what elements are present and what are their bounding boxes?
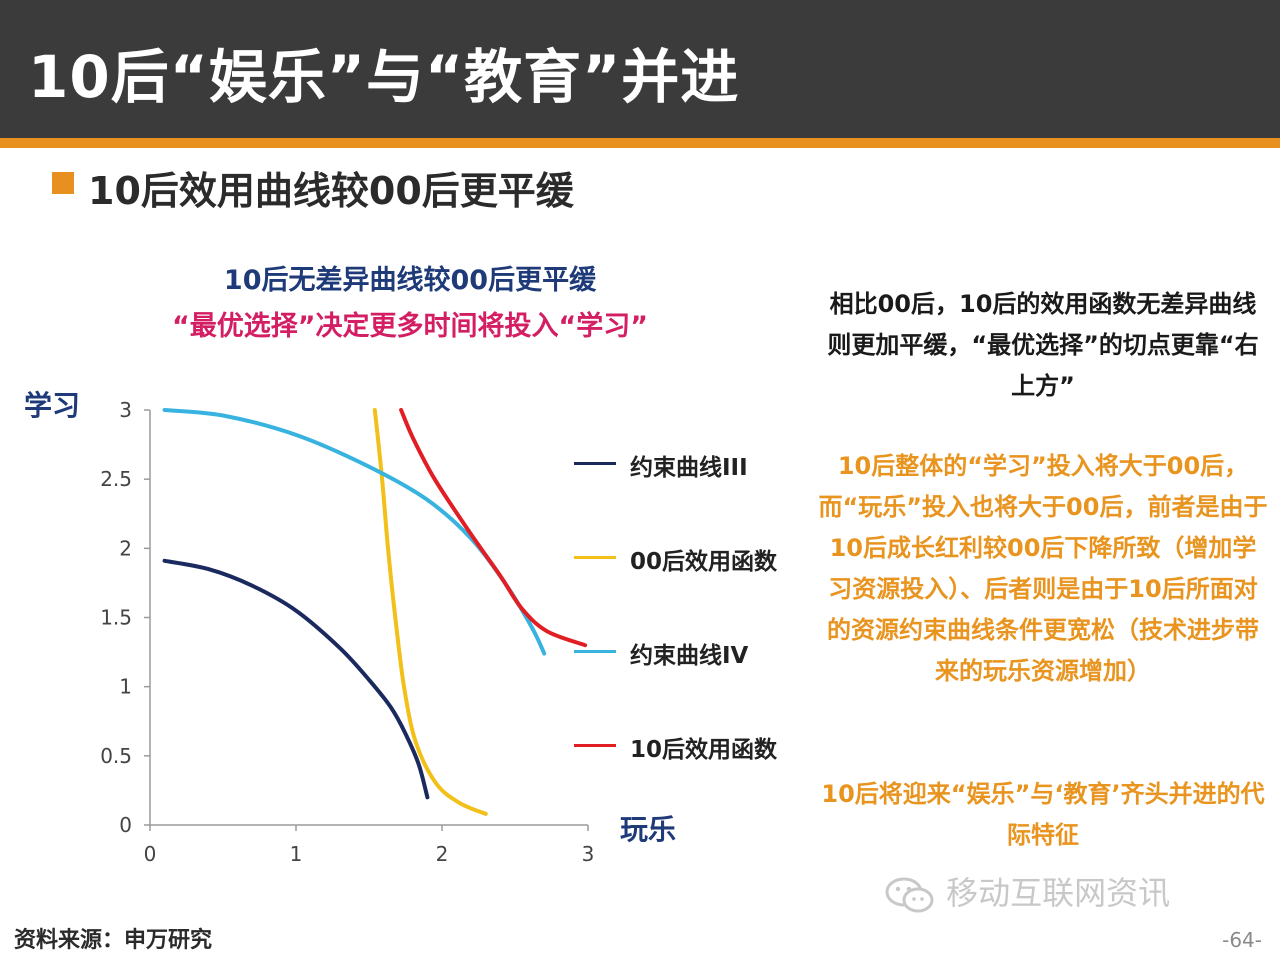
section-subtitle: 10后效用曲线较00后更平缓 [88,169,574,213]
series-line-4 [399,408,588,648]
y-tick-label: 3 [119,398,132,422]
legend-label: 10后效用函数 [630,737,778,763]
y-tick-label: 0.5 [100,744,132,768]
y-tick-label: 1.5 [100,606,132,630]
legend-label: 00后效用函数 [630,549,778,575]
chart-ticks: 0 1 2 3 0 0.5 1 1.5 2 2.5 3 [100,398,594,866]
legend-swatch [574,744,616,747]
header-accent-rule [0,138,1280,148]
y-tick-label: 0 [119,813,132,837]
x-tick-label: 0 [144,842,157,866]
series-line-2 [372,408,488,816]
x-tick-label: 3 [582,842,595,866]
legend-swatch [574,650,616,653]
legend-label: 约束曲线III [630,455,748,481]
y-tick-label: 1 [119,675,132,699]
conclusion-note: 10后将迎来“娱乐”与‘教育’齐头并进的代际特征 [821,780,1265,849]
legend-item: 约束曲线III [574,448,804,481]
series-line-1 [162,558,430,800]
legend-item: 约束曲线IV [574,636,804,669]
x-tick-label: 2 [436,842,449,866]
y-axis-label: 学习 [24,389,81,422]
chart-axes [149,410,588,826]
y-tick-label: 2 [119,536,132,560]
legend-item: 00后效用函数 [574,542,804,575]
chart-subtitle: “最优选择”决定更多时间将投入“学习” [172,311,648,342]
chart-title: 10后无差异曲线较00后更平缓 [223,265,597,296]
header-bar: 10后“娱乐”与“教育”并进 [0,0,1280,138]
legend-item: 10后效用函数 [574,730,804,763]
source-note: 资料来源：申万研究 [14,928,213,953]
x-tick-label: 1 [290,842,303,866]
wechat-icon [885,877,934,913]
bullet-square-icon [52,172,74,194]
summary-note: 相比00后，10后的效用函数无差异曲线则更加平缓，“最优选择”的切点更靠“右上方… [827,290,1259,400]
utility-curve-chart: 0 1 2 3 0 0.5 1 1.5 2 2.5 3 [100,398,594,866]
legend-label: 约束曲线IV [630,643,749,669]
watermark: 移动互联网资讯 [884,868,1170,915]
legend-swatch [574,462,616,465]
detail-note: 10后整体的“学习”投入将大于00后，而“玩乐”投入也将大于00后，前者是由于1… [818,452,1268,685]
page-title: 10后“娱乐”与“教育”并进 [28,43,740,111]
y-tick-label: 2.5 [100,467,132,491]
series-line-3 [162,408,547,656]
watermark-text: 移动互联网资讯 [946,874,1171,912]
chart-series [162,408,588,816]
legend-swatch [574,556,616,559]
page-number: -64- [1222,928,1262,952]
x-axis-label: 玩乐 [620,813,677,846]
